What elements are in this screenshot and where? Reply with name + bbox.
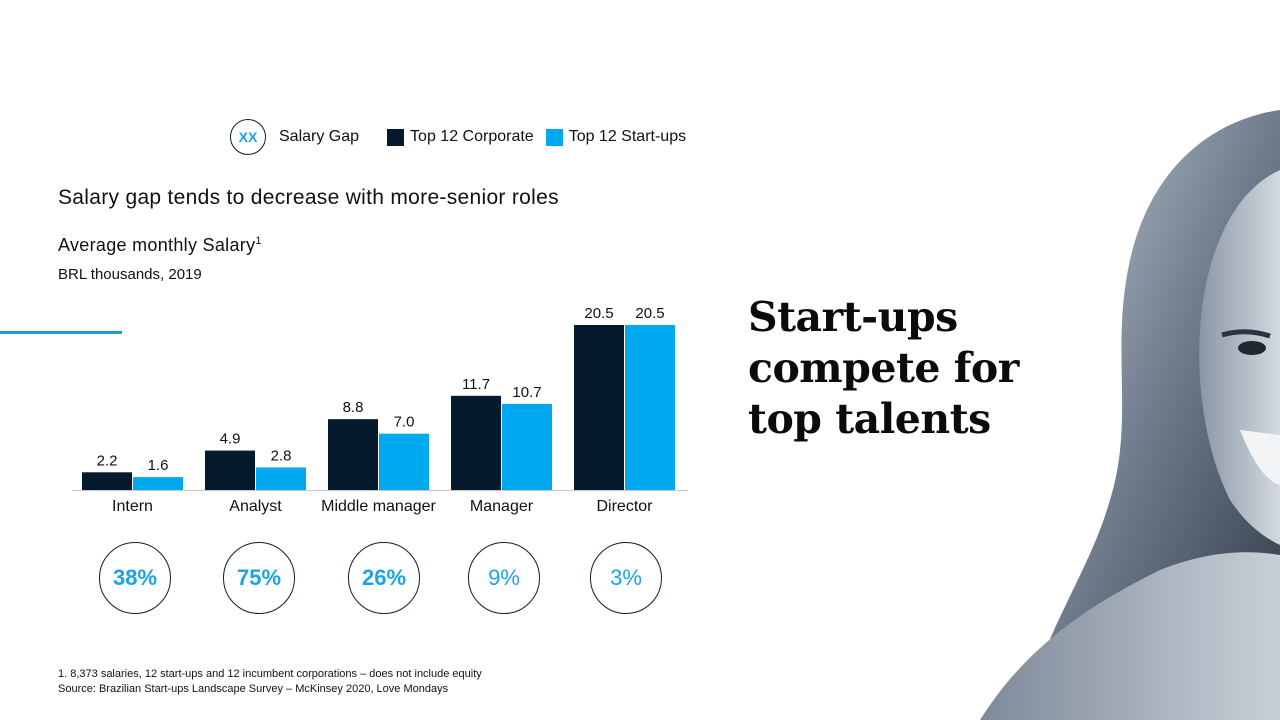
footnote: 1. 8,373 salaries, 12 start-ups and 12 i…: [58, 667, 482, 697]
legend-label-startups: Top 12 Start-ups: [568, 128, 687, 145]
smiling-woman-portrait-icon: [980, 110, 1280, 720]
bar-startups-2: [379, 433, 429, 490]
data-label-corporate-3: 11.7: [462, 376, 490, 393]
salary-gap-circle-1: 75%: [223, 542, 295, 614]
chart-headline: Salary gap tends to decrease with more-s…: [58, 186, 559, 209]
bar-startups-0: [133, 477, 183, 490]
footnote-marker: 1: [255, 235, 262, 247]
salary-gap-circle-3: 9%: [468, 542, 540, 614]
chart-subtitle: Average monthly Salary1: [58, 235, 262, 256]
footnote-source: Source: Brazilian Start-ups Landscape Su…: [58, 683, 449, 695]
bar-corporate-3: [451, 395, 501, 490]
accent-line: [0, 331, 122, 334]
category-label-0: Intern: [112, 498, 153, 515]
salary-bar-chart: 2.2 1.6 Intern 4.9 2.8 Analyst 8.8 7.0 Middle ma…: [72, 305, 688, 515]
hero-headline: Start-ups compete for top talents: [748, 292, 1019, 445]
salary-gap-badge: XX: [230, 119, 266, 155]
salary-gap-circle-2: 26%: [348, 542, 420, 614]
bar-startups-1: [256, 467, 306, 490]
bar-corporate-4: [574, 325, 624, 490]
data-label-corporate-4: 20.5: [584, 305, 613, 322]
data-label-startups-2: 7.0: [394, 414, 415, 431]
hero-line-3: top talents: [748, 395, 991, 443]
category-label-1: Analyst: [229, 498, 282, 515]
salary-gap-circle-4: 3%: [590, 542, 662, 614]
legend-swatch-corporate: [387, 128, 405, 146]
category-label-3: Manager: [470, 498, 534, 515]
footnote-line-1: 1. 8,373 salaries, 12 start-ups and 12 i…: [58, 668, 482, 680]
data-label-startups-3: 10.7: [512, 384, 541, 401]
data-label-corporate-0: 2.2: [97, 452, 118, 469]
bar-corporate-0: [82, 472, 132, 490]
chart-legend: XX Salary Gap Top 12 Corporate Top 12 St…: [230, 117, 698, 157]
data-label-corporate-2: 8.8: [343, 399, 364, 416]
bar-corporate-1: [205, 450, 255, 490]
legend-swatch-startups: [545, 128, 563, 146]
chart-units: BRL thousands, 2019: [58, 266, 202, 283]
bar-startups-3: [502, 403, 552, 490]
salary-gap-legend-label: Salary Gap: [279, 128, 360, 145]
legend-item-corporate: Top 12 Corporate: [387, 128, 534, 146]
data-label-corporate-1: 4.9: [220, 431, 241, 448]
data-label-startups-0: 1.6: [148, 457, 169, 474]
bar-corporate-2: [328, 419, 378, 490]
hero-line-2: compete for: [748, 344, 1019, 392]
chart-subtitle-text: Average monthly Salary: [58, 235, 256, 255]
data-label-startups-1: 2.8: [271, 447, 292, 464]
data-label-startups-4: 20.5: [635, 305, 664, 322]
legend-item-startups: Top 12 Start-ups: [545, 128, 687, 146]
category-label-2: Middle manager: [321, 498, 436, 515]
bar-startups-4: [625, 325, 675, 490]
hero-line-1: Start-ups: [748, 293, 958, 341]
category-label-4: Director: [596, 498, 653, 515]
salary-gap-circle-0: 38%: [99, 542, 171, 614]
legend-label-corporate: Top 12 Corporate: [410, 128, 534, 145]
